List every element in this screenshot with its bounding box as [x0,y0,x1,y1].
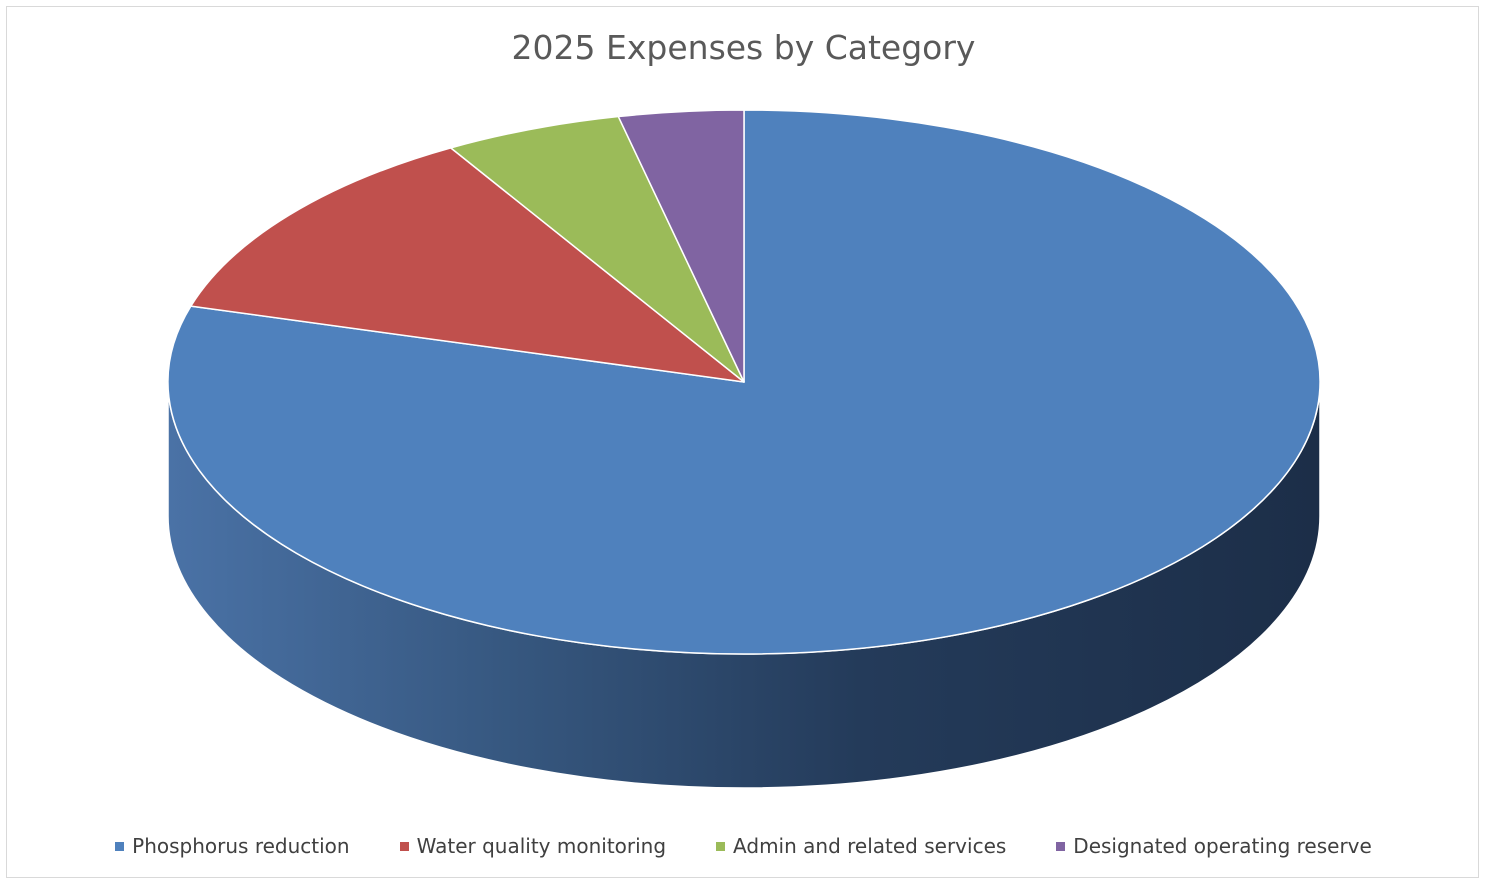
chart-title: 2025 Expenses by Category [511,28,976,67]
slice-designated-operating-reserve[interactable] [617,109,745,383]
legend-label: Admin and related services [733,834,1007,858]
legend-swatch-blue [115,841,125,851]
legend-item-phosphorus-reduction[interactable]: Phosphorus reduction [115,834,350,858]
slice-admin-and-related-services[interactable] [450,115,745,383]
slice-phosphorus-reduction[interactable] [167,109,1321,655]
legend-swatch-green [716,841,726,851]
slice-water-quality-monitoring[interactable] [190,147,745,383]
legend-swatch-purple [1056,841,1066,851]
legend-swatch-red [399,841,409,851]
pie-slices-group [167,109,1321,655]
legend: Phosphorus reduction Water quality monit… [0,834,1487,858]
legend-label: Designated operating reserve [1073,834,1372,858]
legend-item-admin-and-related-services[interactable]: Admin and related services [716,834,1006,858]
legend-item-water-quality-monitoring[interactable]: Water quality monitoring [399,834,667,858]
legend-label: Phosphorus reduction [132,834,350,858]
legend-label: Water quality monitoring [416,834,667,858]
legend-item-designated-operating-reserve[interactable]: Designated operating reserve [1056,834,1372,858]
